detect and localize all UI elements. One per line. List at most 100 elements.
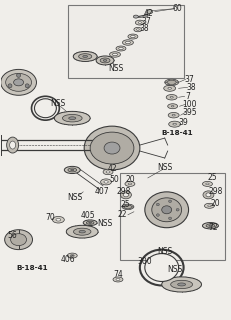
Text: 406: 406	[61, 255, 75, 264]
Ellipse shape	[122, 206, 123, 207]
Ellipse shape	[116, 46, 125, 51]
Text: 56: 56	[8, 231, 17, 240]
Ellipse shape	[123, 193, 128, 197]
Text: 42: 42	[143, 9, 153, 18]
Ellipse shape	[167, 87, 171, 89]
Ellipse shape	[118, 47, 123, 50]
Circle shape	[8, 84, 12, 88]
Ellipse shape	[168, 121, 180, 127]
Ellipse shape	[124, 204, 126, 205]
Text: 39: 39	[178, 118, 188, 127]
Ellipse shape	[205, 183, 208, 185]
Ellipse shape	[122, 204, 133, 210]
Circle shape	[17, 73, 21, 77]
Text: 74: 74	[113, 270, 122, 279]
Ellipse shape	[128, 183, 131, 185]
Ellipse shape	[164, 82, 166, 83]
Ellipse shape	[138, 22, 141, 23]
Bar	[119, 173, 224, 260]
Ellipse shape	[131, 206, 133, 207]
Ellipse shape	[103, 181, 108, 183]
Ellipse shape	[171, 115, 174, 116]
Ellipse shape	[109, 52, 120, 57]
Text: 407: 407	[94, 188, 109, 196]
Text: 405: 405	[81, 211, 95, 220]
Ellipse shape	[103, 60, 106, 61]
Ellipse shape	[100, 58, 109, 63]
Ellipse shape	[176, 82, 177, 83]
Ellipse shape	[202, 191, 213, 199]
Ellipse shape	[170, 280, 192, 289]
Text: NSS: NSS	[67, 193, 82, 202]
Ellipse shape	[164, 79, 178, 85]
Ellipse shape	[120, 191, 131, 199]
Text: NSS: NSS	[156, 164, 172, 172]
Ellipse shape	[167, 80, 169, 81]
Ellipse shape	[104, 142, 119, 154]
Ellipse shape	[161, 206, 171, 214]
Ellipse shape	[78, 54, 91, 59]
Text: 22: 22	[117, 210, 126, 219]
Text: 37: 37	[184, 75, 194, 84]
Text: 25: 25	[207, 173, 216, 182]
Text: NSS: NSS	[156, 247, 172, 256]
Ellipse shape	[122, 40, 133, 45]
Ellipse shape	[125, 41, 130, 44]
Ellipse shape	[167, 104, 177, 109]
Text: NSS: NSS	[97, 219, 112, 228]
Ellipse shape	[68, 117, 76, 120]
Ellipse shape	[167, 84, 169, 85]
Text: 395: 395	[182, 108, 196, 117]
Ellipse shape	[161, 277, 201, 292]
Ellipse shape	[133, 28, 141, 32]
Ellipse shape	[168, 200, 171, 203]
Ellipse shape	[54, 111, 90, 125]
Ellipse shape	[205, 193, 210, 197]
Ellipse shape	[34, 99, 56, 118]
Ellipse shape	[14, 79, 24, 86]
Ellipse shape	[163, 85, 175, 91]
Ellipse shape	[124, 205, 131, 209]
Ellipse shape	[166, 80, 175, 84]
Ellipse shape	[10, 141, 15, 149]
Ellipse shape	[208, 225, 211, 226]
Ellipse shape	[204, 203, 213, 208]
Ellipse shape	[82, 55, 87, 58]
Ellipse shape	[7, 137, 18, 153]
Ellipse shape	[144, 253, 178, 282]
Text: 50: 50	[109, 175, 118, 184]
Ellipse shape	[64, 166, 80, 173]
Ellipse shape	[56, 219, 61, 221]
Ellipse shape	[170, 106, 173, 107]
Ellipse shape	[68, 168, 76, 172]
Ellipse shape	[135, 20, 144, 25]
Text: NSS: NSS	[51, 99, 66, 108]
Ellipse shape	[96, 56, 113, 65]
Text: 72: 72	[208, 223, 217, 232]
Text: 7: 7	[184, 92, 189, 101]
Ellipse shape	[175, 209, 178, 211]
Ellipse shape	[136, 29, 139, 30]
Ellipse shape	[70, 169, 73, 171]
Ellipse shape	[1, 69, 36, 95]
Ellipse shape	[202, 181, 212, 186]
Ellipse shape	[133, 15, 138, 18]
Ellipse shape	[86, 221, 94, 224]
Ellipse shape	[144, 192, 188, 228]
Ellipse shape	[90, 132, 133, 164]
Ellipse shape	[202, 222, 217, 229]
Text: 38: 38	[138, 24, 148, 33]
Ellipse shape	[11, 234, 26, 246]
Ellipse shape	[151, 198, 181, 222]
Ellipse shape	[5, 230, 32, 250]
Ellipse shape	[73, 52, 97, 61]
Ellipse shape	[62, 115, 82, 122]
Ellipse shape	[177, 283, 185, 286]
Ellipse shape	[169, 97, 173, 98]
Text: NSS: NSS	[108, 64, 123, 73]
Text: 298: 298	[116, 188, 130, 196]
Ellipse shape	[130, 36, 134, 38]
Text: 298: 298	[207, 188, 222, 196]
Ellipse shape	[129, 204, 131, 205]
Text: 70: 70	[45, 213, 55, 222]
